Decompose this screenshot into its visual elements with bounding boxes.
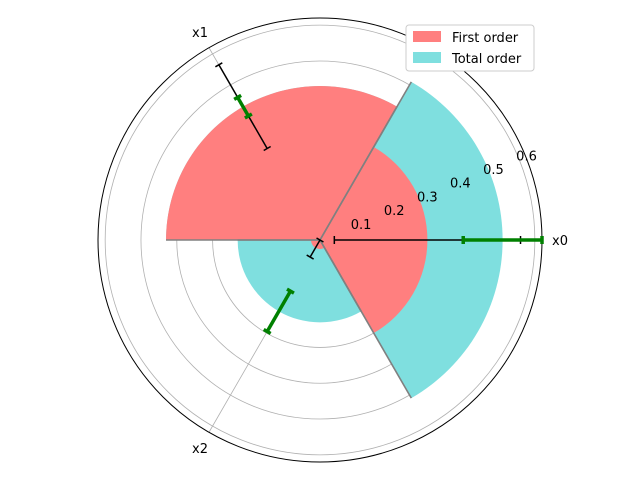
axis-label-x0: x0 [552, 234, 568, 249]
radial-tick-label: 0.4 [450, 177, 471, 192]
error-bar-first-order-x2 [309, 239, 321, 258]
error-bar-total-order-x2 [265, 290, 292, 333]
radial-tick-label: 0.2 [384, 204, 405, 219]
legend-swatch-total-order [413, 52, 441, 63]
legend-label-total-order: Total order [451, 52, 522, 67]
error-bars [215, 62, 544, 335]
radial-tick-label: 0.1 [351, 218, 372, 233]
bar-edge [319, 239, 362, 312]
error-cap-total-order-x1 [244, 112, 253, 120]
bar-first-order-x1 [166, 86, 397, 240]
legend-swatch-first-order [413, 31, 441, 42]
radial-tick-label: 0.5 [483, 163, 504, 178]
axis-label-x1: x1 [192, 26, 208, 41]
bar-total-order-x2 [237, 240, 362, 323]
error-cap-total-order-x2 [286, 287, 295, 295]
error-cap-total-order-x1 [233, 93, 242, 101]
error-bar-total-order-x1 [236, 96, 250, 117]
legend: First order Total order [405, 24, 535, 72]
radial-tick-label: 0.3 [417, 190, 438, 205]
bar-edge [319, 106, 398, 241]
error-cap-total-order-x2 [262, 327, 272, 335]
error-cap-first-order-x1 [263, 145, 272, 152]
axis-label-x2: x2 [192, 442, 208, 457]
error-cap-first-order-x2 [316, 237, 324, 243]
radial-tick-label: 0.6 [516, 149, 537, 164]
tick-labels: 0.1 0.2 0.3 0.4 0.5 0.6 x0 x1 x2 [192, 26, 568, 457]
legend-label-first-order: First order [452, 31, 519, 46]
error-cap-first-order-x2 [306, 254, 314, 260]
error-cap-first-order-x1 [215, 62, 223, 68]
